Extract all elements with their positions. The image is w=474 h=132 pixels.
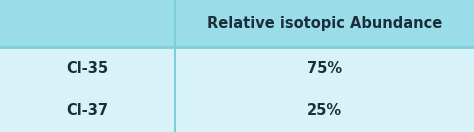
Text: Cl-37: Cl-37: [67, 103, 109, 118]
Text: Relative isotopic Abundance: Relative isotopic Abundance: [207, 16, 442, 31]
Bar: [0, 0, 474, 47]
Text: Cl-35: Cl-35: [67, 61, 109, 76]
Text: 25%: 25%: [307, 103, 342, 118]
Text: 75%: 75%: [307, 61, 342, 76]
